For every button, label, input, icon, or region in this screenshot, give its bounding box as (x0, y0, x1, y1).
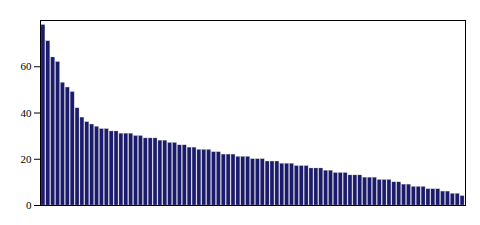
svg-text:60: 60 (21, 60, 33, 72)
svg-text:20: 20 (21, 153, 33, 165)
svg-text:0: 0 (26, 199, 32, 211)
svg-text:40: 40 (21, 107, 33, 119)
